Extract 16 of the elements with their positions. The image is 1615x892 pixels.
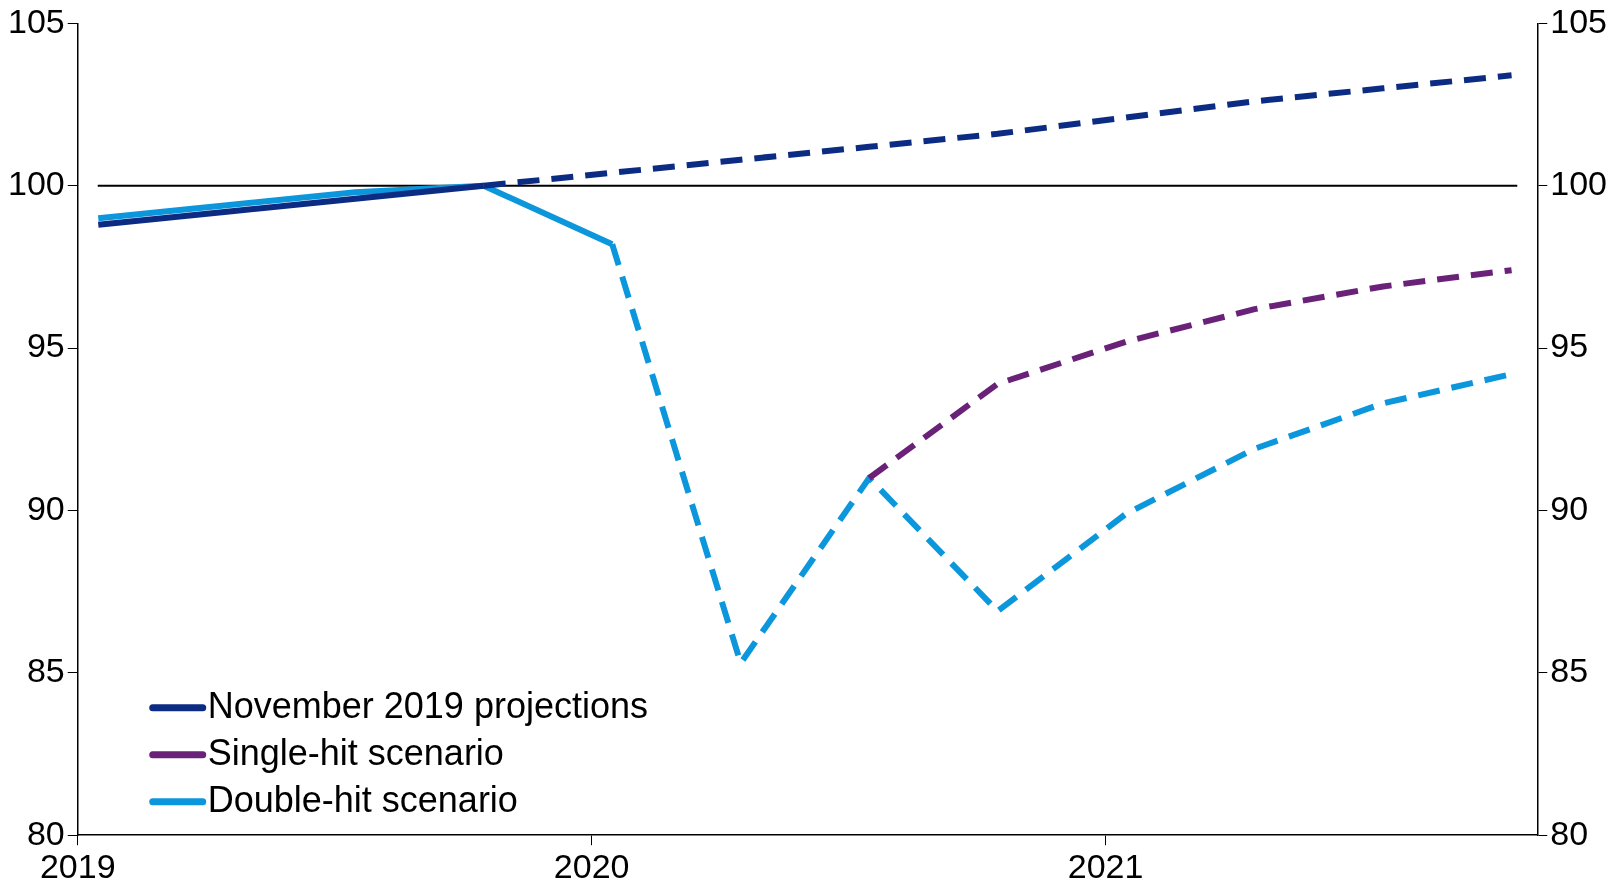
y2-tick-label: 80: [1550, 813, 1589, 852]
y-tick-label: 95: [26, 326, 65, 365]
legend-label: Single-hit scenario: [207, 731, 504, 773]
legend-label: November 2019 projections: [207, 684, 648, 726]
y2-tick-label: 85: [1550, 651, 1589, 690]
y-tick-label: 90: [26, 488, 65, 527]
y-tick-label: 105: [7, 1, 65, 40]
y2-tick-label: 105: [1550, 1, 1608, 40]
y-tick-label: 100: [7, 164, 65, 203]
x-tick-label: 2020: [553, 846, 630, 885]
legend-label: Double-hit scenario: [207, 778, 518, 820]
y-tick-label: 85: [26, 651, 65, 690]
y2-tick-label: 90: [1550, 488, 1589, 527]
x-tick-label: 2021: [1067, 846, 1144, 885]
y2-tick-label: 95: [1550, 326, 1589, 365]
y2-tick-label: 100: [1550, 164, 1608, 203]
